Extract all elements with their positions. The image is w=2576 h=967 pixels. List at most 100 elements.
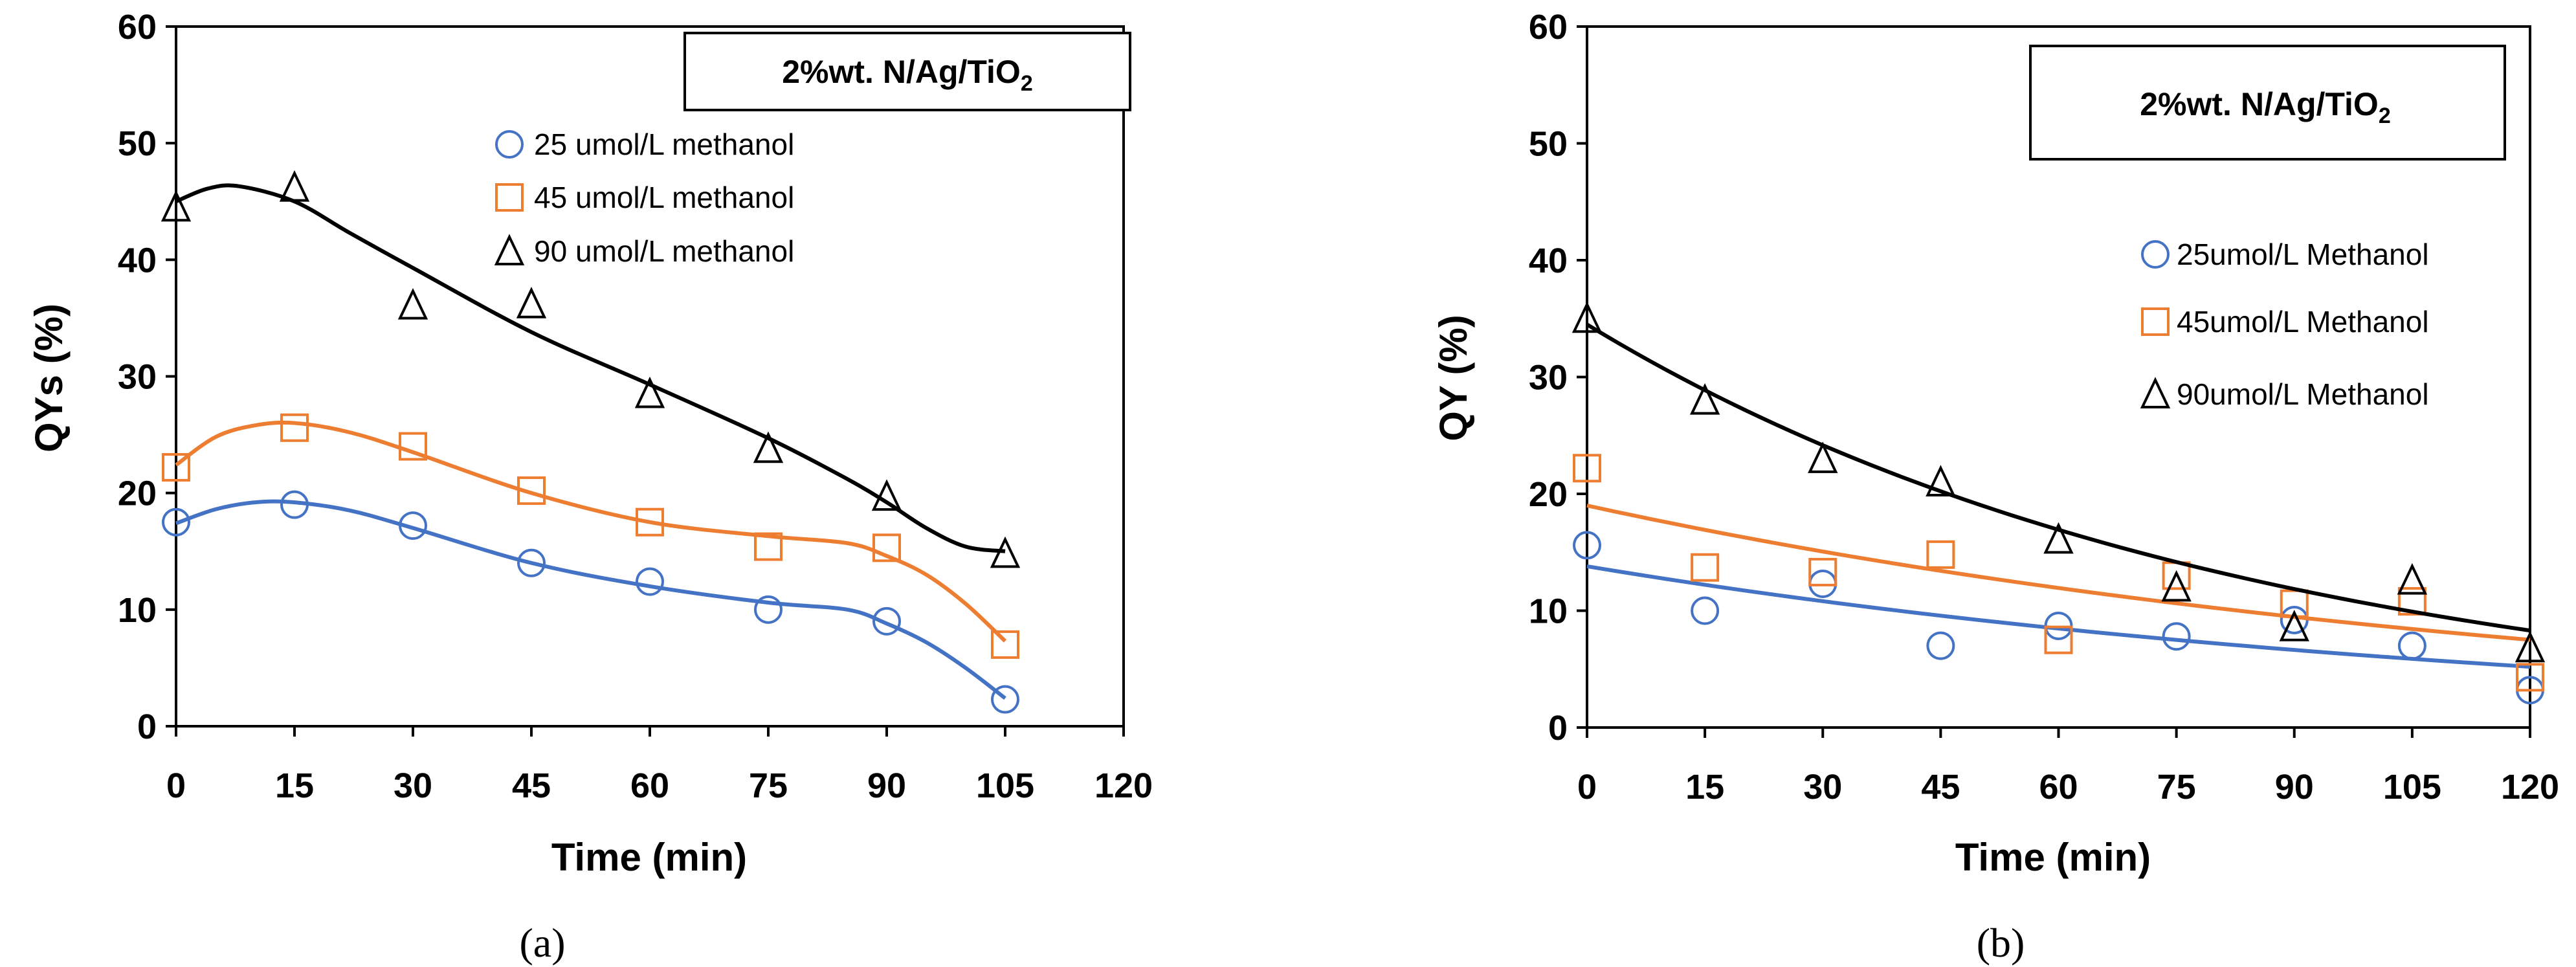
- y-axis-title: QY (%): [1432, 315, 1475, 441]
- data-point-triangle: [1689, 383, 1720, 415]
- data-point-square: [1926, 540, 1955, 569]
- x-tick-label: 30: [1803, 768, 1842, 806]
- trendline-triangle: [1586, 322, 2531, 633]
- x-tick-label: 105: [2383, 768, 2441, 806]
- data-point-square: [2516, 663, 2544, 692]
- legend-marker-square: [495, 183, 524, 212]
- x-tick-label: 15: [275, 766, 314, 805]
- data-point-circle: [1691, 596, 1720, 625]
- legend-label: 45 umol/L methanol: [534, 181, 794, 214]
- data-point-square: [754, 532, 783, 561]
- data-point-triangle: [2161, 570, 2192, 602]
- x-tick-label: 90: [867, 766, 906, 805]
- legend-marker-square: [2141, 307, 2170, 336]
- y-tick-label: 30: [118, 358, 157, 397]
- data-point-triangle: [2279, 610, 2309, 641]
- data-point-triangle: [753, 431, 784, 463]
- data-point-circle: [991, 685, 1019, 714]
- x-tick-label: 0: [166, 766, 186, 805]
- x-tick-label: 45: [512, 766, 551, 805]
- legend-label: 25umol/L Methanol: [2177, 238, 2429, 271]
- y-tick-label: 0: [1548, 709, 1568, 748]
- data-point-square: [991, 630, 1019, 659]
- x-tick-label: 120: [2501, 768, 2559, 806]
- trendline-square: [1586, 504, 2531, 642]
- y-tick-label: 50: [1529, 125, 1568, 164]
- chart-title-main: 2%wt. N/Ag/TiO: [2140, 86, 2379, 122]
- chart-title: 2%wt. N/Ag/TiO2: [2140, 86, 2390, 128]
- x-tick-label: 105: [976, 766, 1034, 805]
- chart-title: 2%wt. N/Ag/TiO2: [782, 54, 1032, 96]
- x-tick-label: 15: [1685, 768, 1724, 806]
- data-point-circle: [636, 567, 664, 596]
- x-tick-label: 75: [749, 766, 788, 805]
- data-point-triangle: [516, 287, 547, 318]
- data-point-square: [1691, 553, 1720, 582]
- trendline-circle: [1586, 564, 2531, 669]
- data-point-square: [162, 453, 190, 482]
- data-point-square: [2044, 625, 2073, 654]
- chart-a: 0 15 30 45 60 75 90 105 120 0 10 20 30 40 50 60 Time (mi…: [27, 8, 1153, 966]
- y-tick-label: 20: [118, 474, 157, 513]
- data-point-circle: [2162, 622, 2191, 651]
- data-point-circle: [162, 507, 190, 537]
- data-point-circle: [399, 511, 427, 540]
- chart-b: 0 15 30 45 60 75 90 105 120 0 10 20 30 40 50 60 Time (mi…: [1432, 8, 2559, 966]
- data-point-circle: [872, 606, 901, 636]
- data-point-circle: [1573, 531, 1601, 560]
- data-point-triangle: [1571, 301, 1603, 333]
- data-point-square: [872, 533, 901, 562]
- legend-marker-circle: [2141, 240, 2170, 269]
- legend-marker-triangle: [2140, 377, 2171, 408]
- data-point-circle: [280, 490, 309, 519]
- chart-title-subscript: 2: [1021, 71, 1033, 96]
- x-tick-label: 30: [394, 766, 432, 805]
- data-point-triangle: [2515, 630, 2546, 663]
- data-point-square: [1808, 557, 1838, 586]
- x-tick-label: 120: [1094, 766, 1153, 805]
- data-point-triangle: [871, 479, 902, 511]
- data-point-triangle: [2397, 562, 2428, 595]
- data-point-square: [636, 507, 664, 537]
- x-tick-label: 60: [2039, 768, 2078, 806]
- x-tick-label: 0: [1577, 768, 1597, 806]
- y-tick-label: 0: [137, 707, 157, 746]
- x-tick-label: 60: [630, 766, 669, 805]
- y-tick-label: 60: [1529, 8, 1568, 47]
- trendline-square: [175, 420, 1007, 643]
- panel-caption: (b): [1977, 920, 2025, 966]
- x-axis-title: Time (min): [1955, 836, 2151, 879]
- panel-caption: (a): [519, 920, 565, 966]
- y-axis-title: QYs (%): [27, 304, 71, 452]
- y-tick-label: 10: [1529, 592, 1568, 631]
- data-point-triangle: [397, 287, 428, 320]
- title-box: [683, 32, 1131, 111]
- y-tick-label: 20: [1529, 475, 1568, 514]
- data-point-triangle: [279, 170, 310, 202]
- data-point-square: [517, 476, 546, 506]
- chart-title-subscript: 2: [2379, 104, 2391, 128]
- trendline-triangle: [175, 183, 1006, 553]
- data-point-circle: [2397, 631, 2426, 660]
- title-box: [2029, 45, 2506, 161]
- y-tick-label: 60: [118, 8, 157, 47]
- x-tick-label: 75: [2157, 768, 2196, 806]
- x-axis-title: Time (min): [551, 836, 747, 879]
- legend-label: 90umol/L Methanol: [2177, 377, 2429, 411]
- legend-marker-circle: [495, 130, 524, 159]
- legend-label: 45umol/L Methanol: [2177, 305, 2429, 339]
- data-point-square: [280, 413, 309, 442]
- data-point-square: [2397, 587, 2426, 616]
- y-tick-label: 30: [1529, 359, 1568, 397]
- legend-label: 25 umol/L methanol: [534, 128, 794, 161]
- trendline-circle: [175, 499, 1006, 700]
- data-point-square: [1573, 454, 1601, 483]
- y-tick-label: 50: [118, 124, 157, 163]
- y-tick-label: 10: [118, 591, 157, 630]
- data-point-circle: [754, 595, 783, 624]
- legend-marker-triangle: [494, 234, 525, 265]
- data-point-triangle: [1926, 465, 1956, 496]
- data-point-circle: [517, 548, 546, 577]
- data-point-triangle: [161, 190, 192, 222]
